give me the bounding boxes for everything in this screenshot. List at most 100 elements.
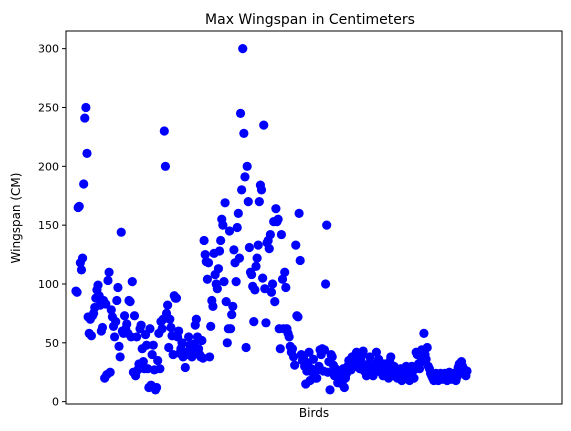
data-point: [249, 317, 259, 327]
data-point: [281, 282, 291, 293]
data-point: [160, 161, 171, 171]
y-axis-label: Wingspan (CM): [9, 173, 23, 264]
data-point: [409, 373, 419, 383]
data-point: [72, 287, 82, 297]
data-point: [171, 293, 182, 303]
data-point: [220, 198, 230, 208]
data-point: [265, 229, 275, 240]
data-point: [273, 214, 283, 224]
data-point: [242, 161, 252, 171]
data-point: [325, 385, 335, 395]
data-point: [184, 332, 194, 342]
data-point: [114, 341, 124, 351]
data-point: [74, 201, 84, 211]
data-point: [254, 197, 264, 207]
data-point: [112, 295, 122, 306]
data-point: [308, 354, 319, 364]
data-point: [270, 297, 280, 307]
data-point: [79, 179, 89, 189]
data-point: [419, 328, 429, 339]
data-point: [240, 172, 250, 182]
data-point: [202, 274, 212, 284]
data-point: [414, 364, 425, 374]
data-point: [365, 352, 375, 362]
data-point: [327, 352, 337, 362]
y-tick-label: 300: [38, 43, 59, 56]
data-point: [76, 265, 87, 275]
data-point: [280, 267, 290, 277]
data-point: [233, 208, 243, 218]
data-point: [264, 244, 274, 254]
data-point: [219, 277, 229, 287]
data-point: [116, 227, 126, 237]
data-point: [127, 277, 137, 287]
data-point: [277, 274, 288, 284]
data-point: [136, 320, 146, 330]
data-point: [205, 352, 215, 362]
data-point: [241, 342, 251, 353]
data-point: [225, 324, 236, 334]
data-point: [213, 264, 224, 274]
data-point: [320, 279, 331, 289]
data-point: [234, 253, 245, 263]
data-point: [177, 338, 187, 348]
data-point: [271, 204, 281, 214]
data-point: [80, 113, 90, 123]
data-point: [103, 275, 113, 286]
data-point: [246, 269, 257, 280]
data-point: [291, 240, 301, 250]
data-point: [147, 349, 157, 360]
data-point: [253, 240, 263, 250]
data-point: [138, 357, 148, 367]
data-point: [227, 309, 237, 320]
y-tick-label: 150: [38, 219, 59, 232]
data-point: [148, 340, 158, 350]
data-point: [222, 338, 232, 348]
data-point: [106, 305, 116, 315]
y-tick-label: 200: [38, 160, 59, 173]
data-point: [368, 371, 378, 381]
data-point: [294, 208, 304, 218]
data-point: [288, 352, 299, 362]
data-point: [261, 318, 271, 328]
data-point: [180, 362, 190, 373]
data-point: [166, 322, 176, 333]
data-point: [129, 311, 140, 321]
data-point: [105, 367, 115, 377]
y-tick-label: 50: [45, 337, 59, 350]
y-axis-ticks: 0 50 100 150 200 250 300: [38, 43, 66, 409]
data-point: [319, 345, 330, 355]
data-point: [199, 235, 209, 246]
data-point: [157, 324, 167, 334]
data-point: [132, 332, 142, 342]
data-point: [386, 352, 396, 362]
data-point: [159, 126, 169, 136]
data-point: [290, 360, 300, 370]
data-point: [111, 317, 121, 327]
data-point: [208, 301, 218, 311]
data-point: [101, 299, 111, 309]
data-point: [77, 253, 88, 263]
data-point: [304, 347, 314, 357]
y-tick-label: 250: [38, 101, 59, 114]
data-point: [224, 226, 235, 236]
data-point: [153, 355, 163, 366]
data-point: [276, 229, 287, 240]
data-point: [258, 273, 268, 283]
data-point: [125, 297, 135, 307]
data-point: [81, 102, 91, 113]
data-point: [164, 342, 174, 353]
data-point: [142, 340, 152, 350]
data-point: [293, 312, 303, 322]
x-axis-label: Birds: [299, 406, 329, 420]
data-point: [110, 332, 120, 342]
data-point: [244, 242, 254, 253]
data-point: [86, 331, 97, 341]
data-point: [228, 301, 238, 311]
data-point: [358, 346, 368, 356]
data-point: [339, 382, 349, 393]
data-point: [197, 335, 207, 346]
data-point: [229, 245, 239, 255]
data-point: [462, 366, 472, 376]
data-point: [232, 222, 242, 233]
